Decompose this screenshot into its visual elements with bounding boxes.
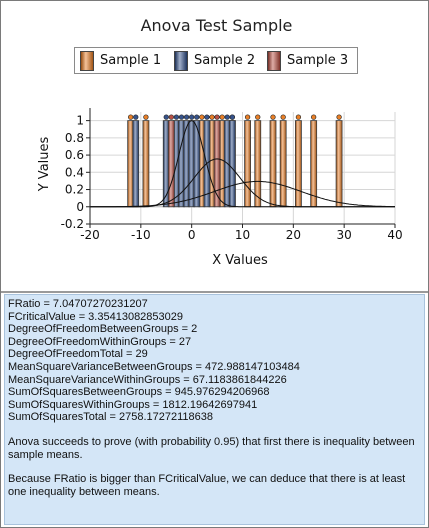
y-axis-label: Y Values: [37, 137, 52, 193]
statistics-list: FRatio = 7.04707270231207 FCriticalValue …: [8, 298, 421, 424]
bar-sample-2: [228, 120, 236, 208]
bar-marker: [224, 114, 230, 120]
bar-marker: [183, 114, 190, 120]
bar-sample-1: [279, 120, 287, 208]
y-tick-label: 0: [76, 200, 84, 214]
legend-swatch-sample-1: [80, 51, 94, 71]
bar-marker: [214, 114, 220, 120]
panel-divider: [1, 291, 428, 293]
bar-marker: [163, 114, 169, 120]
chart-title: Anova Test Sample: [140, 16, 293, 35]
bar-sample-1: [335, 120, 343, 208]
bar-marker: [189, 114, 195, 120]
bar-sample-2: [193, 120, 201, 208]
stat-line: DegreeOfFreedomBetweenGroups = 2: [8, 323, 198, 336]
x-tick-label: -10: [131, 228, 151, 242]
x-tick-label: -20: [80, 228, 100, 242]
bar-sample-1: [310, 120, 318, 208]
x-axis-label: X Values: [212, 253, 268, 268]
legend-label-sample-3: Sample 3: [287, 53, 349, 68]
y-tick-label: 0.6: [65, 148, 84, 162]
bar-marker: [295, 114, 302, 120]
bar-sample-3: [213, 120, 221, 208]
bar-marker: [128, 114, 134, 120]
bar-sample-1: [244, 120, 251, 208]
x-tick-label: 0: [188, 228, 196, 242]
bar-marker: [178, 114, 185, 120]
chart-plot: -20 -10 0 10 20 30 40 -0.2 0 0.2 0.4 0.6 0.8 1 X Valu…: [37, 108, 403, 268]
x-tick-label: 10: [235, 228, 250, 242]
bar-sample-1: [254, 120, 262, 208]
bar-marker: [311, 114, 317, 120]
normal-curve: [90, 180, 395, 208]
bar-marker: [280, 114, 286, 120]
bar-marker: [270, 114, 276, 120]
stat-line: SumOfSquaresBetweenGroups = 945.97629420…: [8, 386, 270, 399]
legend-label-sample-1: Sample 1: [100, 53, 162, 68]
bar-marker: [204, 114, 210, 120]
bar-marker: [209, 114, 215, 120]
bar-marker: [173, 114, 180, 120]
bar-marker: [336, 114, 342, 120]
bar-sample-1: [269, 120, 277, 208]
bar-marker: [219, 114, 225, 120]
y-tick-label: 0.2: [65, 183, 84, 197]
legend-swatch-sample-3: [267, 51, 281, 71]
conclusion-probability: Anova succeeds to prove (with probabilit…: [8, 435, 415, 461]
y-tick-label: -0.2: [61, 217, 84, 231]
bar-marker: [194, 114, 200, 120]
bar-marker: [244, 114, 251, 120]
stat-line: DegreeOfFreedomTotal = 29: [8, 348, 148, 361]
y-tick-label: 0.4: [65, 165, 84, 179]
chart-legend: Sample 1 Sample 2 Sample 3: [74, 47, 358, 74]
bar-marker: [168, 114, 174, 120]
results-text-panel[interactable]: FRatio = 7.04707270231207 FCriticalValue …: [4, 294, 425, 525]
conclusion-fratio: Because FRatio is bigger than FCriticalV…: [8, 473, 406, 498]
bar-marker: [199, 114, 205, 120]
bars: [127, 114, 343, 208]
chart-panel: Anova Test Sample Sample 1 Sample 2 Samp…: [2, 2, 427, 292]
stat-line: MeanSquareVarianceBetweenGroups = 472.98…: [8, 360, 300, 373]
stat-line: SumOfSquaresTotal = 2758.17272118638: [8, 411, 213, 424]
x-tick-label: 20: [286, 228, 301, 242]
legend-label-sample-2: Sample 2: [194, 53, 256, 68]
distribution-curves: [90, 120, 395, 208]
x-tick-label: 40: [387, 228, 402, 242]
axes: -20 -10 0 10 20 30 40 -0.2 0 0.2 0.4 0.6 0.8 1: [61, 108, 403, 242]
y-tick-label: 0.8: [65, 131, 84, 145]
x-tick-label: 30: [337, 228, 352, 242]
stat-line: MeanSquareVarianceWithinGroups = 67.1183…: [8, 373, 287, 386]
bar-marker: [143, 114, 149, 120]
bar-sample-1: [142, 120, 150, 208]
stat-line: DegreeOfFreedomWithinGroups = 27: [8, 335, 192, 348]
bar-marker: [229, 114, 235, 120]
stat-line: FCriticalValue = 3.35413082853029: [8, 310, 184, 323]
bar-sample-2: [132, 120, 140, 208]
bar-marker: [255, 114, 261, 120]
bar-sample-3: [167, 120, 175, 208]
stat-line: SumOfSquaresWithinGroups = 1812.19642697…: [8, 398, 258, 411]
legend-swatch-sample-2: [174, 51, 188, 71]
bar-sample-1: [295, 120, 302, 208]
stat-line: FRatio = 7.04707270231207: [8, 298, 148, 310]
bar-marker: [133, 114, 139, 120]
y-tick-label: 1: [76, 114, 84, 128]
